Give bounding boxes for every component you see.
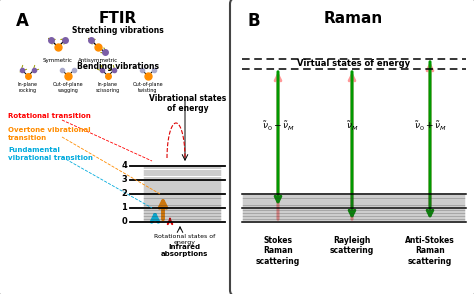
Text: Overtone vibrational
transition: Overtone vibrational transition <box>8 128 91 141</box>
FancyBboxPatch shape <box>230 0 474 294</box>
Text: A: A <box>16 12 29 30</box>
Text: Out-of-plane
wagging: Out-of-plane wagging <box>53 82 83 93</box>
Text: In-plane
scissoring: In-plane scissoring <box>96 82 120 93</box>
Text: Anti-Stokes
Raman
scattering: Anti-Stokes Raman scattering <box>405 236 455 266</box>
Text: Symmetric: Symmetric <box>43 58 73 63</box>
Text: Bending vibrations: Bending vibrations <box>77 62 159 71</box>
Text: 3: 3 <box>121 176 127 185</box>
Text: Stokes
Raman
scattering: Stokes Raman scattering <box>256 236 300 266</box>
Text: Rayleigh
scattering: Rayleigh scattering <box>330 236 374 255</box>
Text: $\tilde{\nu}_0 - \tilde{\nu}_M$: $\tilde{\nu}_0 - \tilde{\nu}_M$ <box>262 120 294 133</box>
Text: In-plane
rocking: In-plane rocking <box>18 82 38 93</box>
Text: Rotational transition: Rotational transition <box>8 113 91 119</box>
FancyBboxPatch shape <box>0 0 236 294</box>
Text: Rotational states of
energy: Rotational states of energy <box>155 234 216 245</box>
Text: Antisymmetric: Antisymmetric <box>78 58 118 63</box>
Text: FTIR: FTIR <box>99 11 137 26</box>
Text: 1: 1 <box>121 203 127 213</box>
Text: Stretching vibrations: Stretching vibrations <box>72 26 164 35</box>
Text: $\tilde{\nu}_M$: $\tilde{\nu}_M$ <box>346 120 358 133</box>
Text: Virtual states of energy: Virtual states of energy <box>298 59 410 69</box>
Text: Vibrational states
of energy: Vibrational states of energy <box>149 94 227 113</box>
Text: 4: 4 <box>121 161 127 171</box>
Text: Out-of-plane
twisting: Out-of-plane twisting <box>133 82 164 93</box>
Text: B: B <box>248 12 261 30</box>
Text: Raman: Raman <box>323 11 383 26</box>
Text: Infrared
absorptions: Infrared absorptions <box>160 244 208 257</box>
Text: Fundamental
vibrational transition: Fundamental vibrational transition <box>8 148 93 161</box>
Text: 2: 2 <box>121 190 127 198</box>
Text: $\tilde{\nu}_0 + \tilde{\nu}_M$: $\tilde{\nu}_0 + \tilde{\nu}_M$ <box>414 120 447 133</box>
Text: 0: 0 <box>121 218 127 226</box>
